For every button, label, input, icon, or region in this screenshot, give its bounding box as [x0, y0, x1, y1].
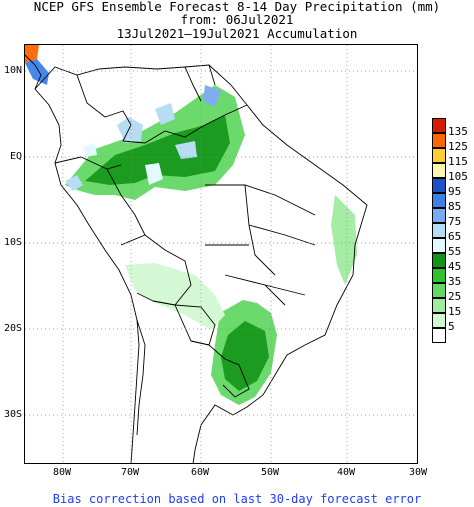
precip-amazon-core [85, 115, 230, 185]
bias-correction-note: Bias correction based on last 30-day for… [52, 492, 422, 506]
lon-label-80w: 80W [52, 467, 72, 478]
border-peru-brazil [106, 168, 146, 236]
precip-amazon-heavy-6 [83, 143, 97, 157]
brazil-state-borders [205, 184, 316, 306]
lon-label-70w: 70W [120, 467, 140, 478]
legend-label: 65 [448, 230, 462, 243]
legend-label: 125 [448, 140, 468, 153]
precip-northeast-coast [331, 195, 357, 285]
legend-label: 135 [448, 125, 468, 138]
legend-label: 35 [448, 275, 462, 288]
map-title: NCEP GFS Ensemble Forecast 8-14 Day Prec… [33, 0, 441, 14]
lat-label-10n: 10N [3, 65, 22, 76]
guianas-borders [184, 64, 216, 102]
legend-swatch [432, 163, 446, 178]
lon-label-30w: 30W [408, 467, 428, 478]
coastlines-and-borders [25, 54, 368, 463]
lon-label-50w: 50W [260, 467, 280, 478]
legend-label: 85 [448, 200, 462, 213]
precip-amazon-heavy-3 [175, 141, 197, 159]
lat-label-30s: 30S [3, 409, 22, 420]
precip-caribbean-coast [203, 85, 221, 107]
legend-swatch [432, 148, 446, 163]
border-colombia-peru [54, 156, 122, 170]
precip-amazon-heavy-5 [145, 163, 163, 185]
legend-label: 75 [448, 215, 462, 228]
precip-amazon-heavy-1 [117, 117, 143, 143]
lat-label-20s: 20S [3, 323, 22, 334]
forecast-init-date: from: 06Jul2021 [180, 12, 294, 27]
legend-swatch [432, 208, 446, 223]
accumulation-period: 13Jul2021–19Jul2021 Accumulation [116, 26, 358, 41]
legend-swatch [432, 238, 446, 253]
legend-swatch [432, 283, 446, 298]
legend-label: 45 [448, 260, 462, 273]
legend-label: 15 [448, 305, 462, 318]
precip-amazon-heavy-4 [65, 175, 83, 191]
legend-label: 115 [448, 155, 468, 168]
border-colombia-venezuela [76, 74, 132, 142]
legend-swatch [432, 193, 446, 208]
legend-label: 55 [448, 245, 462, 258]
lat-lon-grid [25, 45, 417, 463]
lat-label-10s: 10S [3, 237, 22, 248]
border-brazil-north [122, 104, 248, 144]
legend-swatch [432, 178, 446, 193]
precip-panama [25, 59, 49, 85]
legend-swatch [432, 133, 446, 148]
legend-swatch [432, 253, 446, 268]
legend-label: 95 [448, 185, 462, 198]
legend-swatch [432, 223, 446, 238]
central-america [25, 54, 42, 90]
legend-label: 25 [448, 290, 462, 303]
precip-central-light [125, 263, 225, 330]
border-uruguay [222, 358, 250, 398]
legend-swatch [432, 268, 446, 283]
precip-amazon-heavy-2 [155, 103, 175, 125]
legend-swatch [432, 313, 446, 328]
lon-label-60w: 60W [190, 467, 210, 478]
precip-southern-brazil-core [221, 321, 269, 391]
south-america-coastline [34, 64, 368, 463]
precipitation-map [24, 44, 418, 464]
lat-label-eq: EQ [9, 151, 22, 162]
legend-swatch [432, 298, 446, 313]
border-argentina-chile [136, 319, 146, 436]
pacific-coastline [34, 88, 140, 463]
legend-label: 5 [448, 320, 455, 333]
precip-shading [25, 45, 357, 405]
legend-swatch [432, 118, 446, 133]
legend-label: 105 [448, 170, 468, 183]
lon-label-40w: 40W [336, 467, 356, 478]
border-argentina-north [152, 300, 226, 360]
legend-swatch [432, 328, 446, 343]
